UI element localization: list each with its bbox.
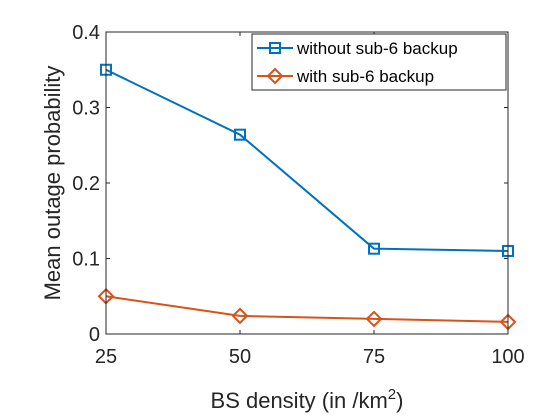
data-point	[368, 242, 380, 255]
legend-label: with sub-6 backup	[296, 67, 434, 86]
y-tick-label: 0	[89, 324, 100, 346]
y-axis-label: Mean outage probability	[40, 66, 65, 301]
legend: without sub-6 backup with sub-6 backup	[251, 33, 507, 91]
data-point	[231, 307, 249, 325]
data-point	[365, 310, 383, 328]
x-tick-label: 50	[229, 346, 251, 368]
series-line	[105, 68, 509, 252]
legend-items: without sub-6 backup with sub-6 backup	[257, 39, 458, 86]
y-tick-label: 0.1	[72, 249, 100, 271]
x-axis-label-superscript: 2	[388, 386, 396, 403]
data-point	[234, 128, 246, 141]
x-axis-label-main: BS density (in /km	[211, 388, 388, 413]
series-line	[105, 295, 509, 323]
x-axis-label: BS density (in /km2)	[211, 386, 404, 413]
legend-marker	[266, 67, 284, 85]
y-tick-label: 0.2	[72, 173, 100, 195]
y-tick-label: 0.4	[72, 22, 100, 44]
x-tick-label: 25	[95, 346, 117, 368]
legend-box	[251, 33, 507, 91]
x-tick-label: 75	[363, 346, 385, 368]
x-tick-label: 100	[491, 346, 524, 368]
legend-label: without sub-6 backup	[296, 39, 458, 58]
legend-marker	[269, 42, 281, 54]
y-tick-label: 0.3	[72, 98, 100, 120]
axis-ticks: 25 50 75 100 0 0.1 0.2 0.3 0.4	[72, 22, 525, 368]
x-axis-label-suffix: )	[396, 388, 403, 413]
